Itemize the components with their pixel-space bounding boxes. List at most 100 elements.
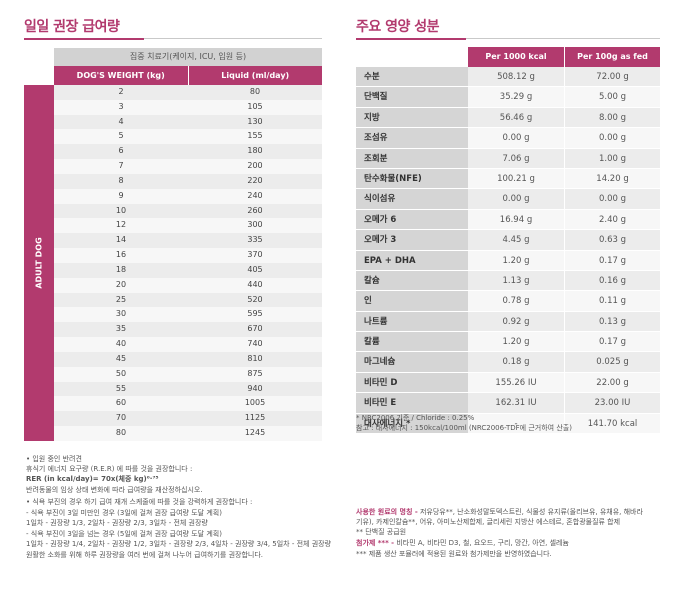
additives-line: 첨가제 *** - 비타민 A, 비타민 D3, 철, 요오드, 구리, 망간,… bbox=[356, 538, 569, 548]
weight-cell: 3 bbox=[118, 101, 124, 111]
ingredients-line-1: 사용한 원료의 명칭 - 저유당유**, 난소화성말토덱스트린, 식물성 유지류… bbox=[356, 507, 643, 517]
nutrient-name: 인 bbox=[356, 291, 468, 311]
nutrients-rows: 수분 508.12 g 72.00 g 단백질 35.29 g 5.00 g 지방 56.46… bbox=[356, 67, 660, 435]
per-100g-value: 0.11 g bbox=[564, 291, 660, 311]
nutrient-row: 마그네슘 0.18 g 0.025 g bbox=[356, 352, 660, 373]
weight-cell: 30 bbox=[115, 309, 127, 319]
liquid-cell: 875 bbox=[247, 368, 263, 378]
feeding-row: 9 240 bbox=[54, 188, 322, 204]
nutrient-name: 오메가 3 bbox=[356, 230, 468, 250]
liquid-cell: 130 bbox=[247, 116, 263, 126]
per-1000kcal-value: 155.26 IU bbox=[468, 372, 564, 393]
per-100g-value: 22.00 g bbox=[564, 372, 660, 393]
per-100g-value: 0.13 g bbox=[564, 311, 660, 332]
per-100g-value: 0.63 g bbox=[564, 230, 660, 250]
liquid-cell: 740 bbox=[247, 339, 263, 349]
liquid-cell: 810 bbox=[247, 353, 263, 363]
nutrient-name: 단백질 bbox=[356, 87, 468, 107]
ingredients-label: 사용한 원료의 명칭 - bbox=[356, 508, 418, 516]
per-1000kcal-value: 162.31 IU bbox=[468, 393, 564, 413]
feeding-row: 25 520 bbox=[54, 292, 322, 308]
nutrients-column-headers: Per 1000 kcal Per 100g as fed bbox=[356, 47, 660, 67]
feeding-row: 35 670 bbox=[54, 322, 322, 338]
weight-cell: 4 bbox=[118, 116, 124, 126]
nutrient-row: 비타민 E 162.31 IU 23.00 IU bbox=[356, 393, 660, 414]
feeding-row: 20 440 bbox=[54, 277, 322, 293]
adult-dog-side-label: ADULT DOG bbox=[24, 85, 54, 441]
feeding-row: 50 875 bbox=[54, 366, 322, 382]
weight-cell: 50 bbox=[115, 368, 127, 378]
per-1000kcal-value: 1.20 g bbox=[468, 332, 564, 352]
per-1000kcal-value: 1.13 g bbox=[468, 270, 564, 291]
liquid-cell: 1245 bbox=[244, 428, 266, 438]
feeding-row: 60 1005 bbox=[54, 396, 322, 412]
weight-cell: 10 bbox=[115, 205, 127, 215]
liquid-cell: 440 bbox=[247, 279, 263, 289]
nutrient-name: 칼슘 bbox=[356, 270, 468, 291]
weight-cell: 45 bbox=[115, 353, 127, 363]
feeding-title-rule bbox=[144, 38, 322, 39]
feeding-column-headers: DOG'S WEIGHT (kg) Liquid (ml/day) bbox=[54, 66, 322, 85]
liquid-cell: 940 bbox=[247, 383, 263, 393]
liquid-cell: 370 bbox=[247, 250, 263, 260]
nutrient-row: 식이섬유 0.00 g 0.00 g bbox=[356, 189, 660, 210]
nutrient-row: 오메가 3 4.45 g 0.63 g bbox=[356, 230, 660, 251]
nutrient-row: 탄수화물(NFE) 100.21 g 14.20 g bbox=[356, 168, 660, 190]
per-1000kcal-value: 0.78 g bbox=[468, 291, 564, 311]
feeding-note-line: 원활한 소화를 위해 하루 권장량을 여러 번에 걸쳐 나누어 급여하기를 권장… bbox=[26, 551, 263, 559]
feeding-row: 2 80 bbox=[54, 85, 322, 100]
nutrient-name: 나트륨 bbox=[356, 311, 468, 332]
weight-cell: 2 bbox=[118, 87, 124, 96]
per-1000kcal-value: 7.06 g bbox=[468, 148, 564, 168]
nutrient-row: 지방 56.46 g 8.00 g bbox=[356, 107, 660, 129]
nutrient-name: 비타민 D bbox=[356, 372, 468, 393]
per-1000kcal-value: 0.92 g bbox=[468, 311, 564, 332]
weight-cell: 5 bbox=[118, 131, 124, 141]
per-100g-value: 141.70 kcal bbox=[564, 413, 660, 434]
ingredients-line-2: 기유), 카제인칼슘**, 어유, 아미노산제합제, 글리세린 지방산 에스테르… bbox=[356, 518, 621, 526]
weight-cell: 6 bbox=[118, 146, 124, 156]
nutrient-row: EPA + DHA 1.20 g 0.17 g bbox=[356, 250, 660, 271]
nutrients-title-rule bbox=[466, 38, 660, 39]
feeding-rows: 2 80 3 105 4 130 5 155 6 180 7 200 8 220 9 240 10 260 12 30… bbox=[54, 85, 322, 441]
feeding-row: 18 405 bbox=[54, 262, 322, 278]
feeding-note-line: 휴식기 에너지 요구량 (R.E.R) 에 따를 것을 권장합니다 : bbox=[26, 465, 193, 473]
nutrient-row: 비타민 D 155.26 IU 22.00 g bbox=[356, 372, 660, 394]
feeding-note-line: RER (in kcal/day)= 70x(체중 kg)⁰·⁷⁵ bbox=[26, 475, 159, 483]
liquid-cell: 1125 bbox=[244, 413, 266, 423]
feeding-note-line: 반려동물의 임상 상태 변화에 따라 급여량을 재산정하십시오. bbox=[26, 486, 203, 494]
per-100g-header: Per 100g as fed bbox=[564, 47, 660, 67]
nutrient-row: 칼륨 1.20 g 0.17 g bbox=[356, 332, 660, 353]
nutrient-row: 단백질 35.29 g 5.00 g bbox=[356, 87, 660, 108]
feeding-row: 3 105 bbox=[54, 99, 322, 115]
liquid-cell: 670 bbox=[247, 324, 263, 334]
nutrient-row: 오메가 6 16.94 g 2.40 g bbox=[356, 209, 660, 231]
feeding-title-accent-rule bbox=[24, 38, 144, 40]
per-100g-value: 0.00 g bbox=[564, 189, 660, 209]
protein-source-note: ** 단백질 공급원 bbox=[356, 528, 407, 536]
liquid-cell: 1005 bbox=[244, 398, 266, 408]
nrc-footnote: * NRC2006 기준 / Chloride : 0.25% bbox=[356, 414, 475, 422]
liquid-cell: 300 bbox=[247, 220, 263, 230]
liquid-cell: 405 bbox=[247, 264, 263, 274]
weight-cell: 12 bbox=[115, 220, 127, 230]
nutrients-table: Per 1000 kcal Per 100g as fed 수분 508.12 g… bbox=[356, 47, 660, 435]
nutrients-title: 주요 영양 성분 bbox=[356, 19, 440, 35]
per-1000kcal-header: Per 1000 kcal bbox=[468, 47, 564, 67]
nutrient-name: 수분 bbox=[356, 67, 468, 87]
nutrient-name: 탄수화물(NFE) bbox=[356, 168, 468, 189]
feeding-table: 집중 치료기(케이지, ICU, 입원 등) DOG'S WEIGHT (kg)… bbox=[24, 48, 322, 441]
weight-cell: 80 bbox=[115, 428, 127, 438]
feeding-note-line: 1일차 - 권장량 1/4, 2일차 - 권장량 1/2, 3일차 - 권장량 … bbox=[26, 540, 332, 548]
nutrient-row: 인 0.78 g 0.11 g bbox=[356, 291, 660, 312]
feeding-row: 40 740 bbox=[54, 337, 322, 352]
nutrient-row: 대사에너지 * -141.70 kcal bbox=[356, 413, 660, 435]
nutrient-row: 조섬유 0.00 g 0.00 g bbox=[356, 128, 660, 149]
feeding-row: 16 370 bbox=[54, 248, 322, 263]
per-100g-value: 2.40 g bbox=[564, 209, 660, 230]
per-100g-value: 8.00 g bbox=[564, 107, 660, 128]
weight-cell: 9 bbox=[118, 190, 124, 200]
liquid-column-header: Liquid (ml/day) bbox=[221, 71, 290, 80]
nutrient-name: 식이섬유 bbox=[356, 189, 468, 209]
feeding-row: 14 335 bbox=[54, 233, 322, 249]
